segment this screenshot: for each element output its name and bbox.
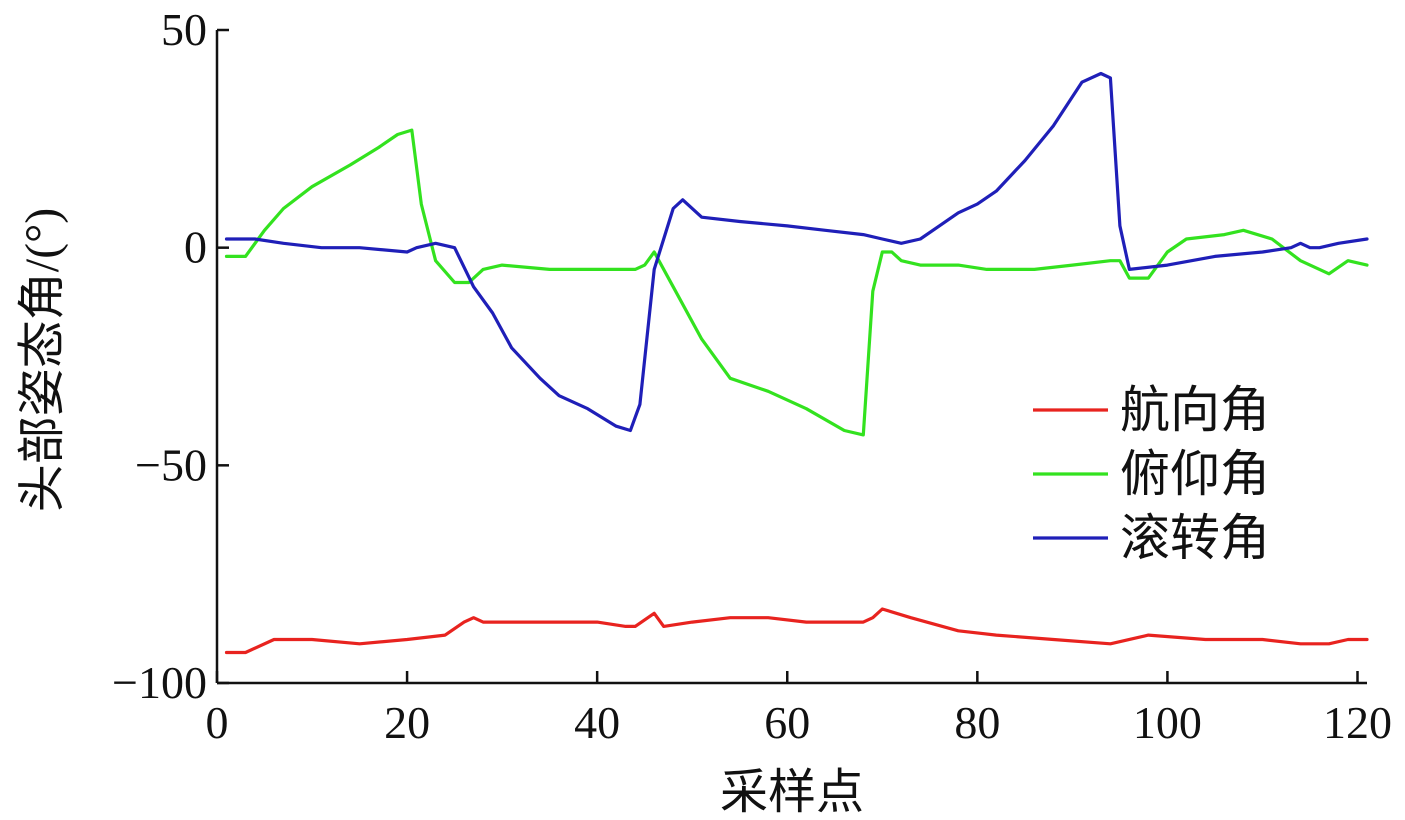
x-tick-label: 120 (1323, 697, 1392, 748)
y-tick-label: 50 (161, 4, 207, 55)
legend-label: 俯仰角 (1120, 446, 1270, 502)
axes (215, 30, 1367, 685)
x-axis-title: 采样点 (720, 766, 864, 819)
y-axis-title: 头部姿态角/(°) (16, 208, 69, 513)
plot-lines (224, 71, 1369, 655)
y-tick-label: 0 (184, 222, 207, 273)
y-tick-label: −50 (135, 439, 207, 490)
x-tick-label: 40 (574, 697, 620, 748)
x-tick-label: 20 (384, 697, 430, 748)
x-tick-label: 0 (206, 697, 229, 748)
y-tick-label: −100 (112, 657, 207, 708)
ticks: 0 20 40 60 80 100 120 −100 −50 0 50 (112, 4, 1392, 748)
legend-label: 滚转角 (1120, 510, 1270, 566)
series-line-1 (224, 607, 1369, 655)
x-tick-label: 100 (1133, 697, 1202, 748)
legend-label: 航向角 (1120, 382, 1270, 438)
x-tick-label: 60 (764, 697, 810, 748)
series-line-3 (224, 71, 1369, 433)
series-line-2 (224, 128, 1369, 437)
x-tick-label: 80 (954, 697, 1000, 748)
